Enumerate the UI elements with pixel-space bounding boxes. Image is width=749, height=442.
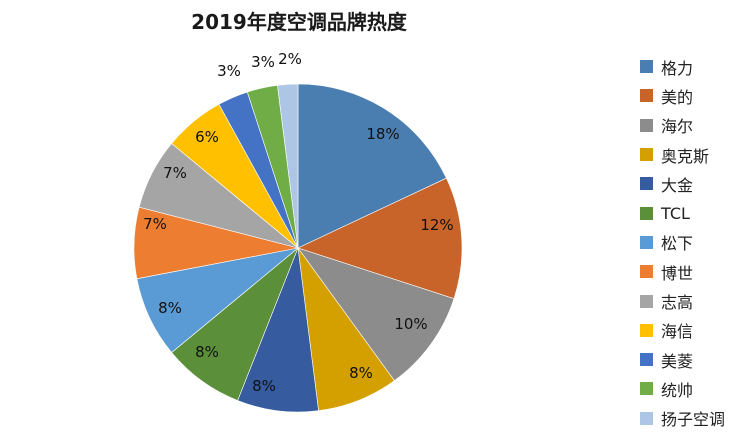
legend-item: 统帅 xyxy=(640,374,725,403)
slice-label: 6% xyxy=(195,128,219,146)
legend-swatch-icon xyxy=(640,89,653,103)
legend-swatch-icon xyxy=(640,382,653,396)
legend-label: 奥克斯 xyxy=(661,146,710,166)
legend-label: TCL xyxy=(661,203,690,223)
slice-label: 12% xyxy=(420,216,453,234)
legend-label: 松下 xyxy=(661,234,694,254)
slice-label: 8% xyxy=(195,343,219,361)
legend-swatch-icon xyxy=(640,353,653,367)
slice-label: 3% xyxy=(217,62,241,80)
legend-swatch-icon xyxy=(640,118,653,132)
slice-label: 7% xyxy=(143,215,167,233)
legend-label: 扬子空调 xyxy=(661,410,726,430)
legend-item: 志高 xyxy=(640,286,725,315)
legend-item: 美菱 xyxy=(640,345,725,374)
legend-item: 博世 xyxy=(640,257,725,286)
pie-slice-扬子空调 xyxy=(277,83,299,249)
legend-swatch-icon xyxy=(640,411,653,425)
slice-label: 8% xyxy=(252,377,276,395)
legend-item: 奥克斯 xyxy=(640,140,725,169)
legend-label: 博世 xyxy=(661,263,694,283)
legend-swatch-icon xyxy=(640,235,653,249)
legend-label: 海尔 xyxy=(661,117,694,137)
legend-label: 海信 xyxy=(661,322,694,342)
pie-slices xyxy=(133,83,463,413)
legend-label: 美的 xyxy=(661,87,694,107)
slice-label: 7% xyxy=(163,164,187,182)
pie-slice-美的 xyxy=(297,177,463,300)
legend-swatch-icon xyxy=(640,294,653,308)
slice-label: 10% xyxy=(394,315,427,333)
legend-label: 格力 xyxy=(661,58,694,78)
legend-item: 松下 xyxy=(640,228,725,257)
legend-swatch-icon xyxy=(640,148,653,162)
legend-swatch-icon xyxy=(640,323,653,337)
legend-item: TCL xyxy=(640,198,725,227)
legend-swatch-icon xyxy=(640,206,653,220)
pie-slice-格力 xyxy=(297,83,447,249)
legend-label: 美菱 xyxy=(661,351,694,371)
legend-item: 大金 xyxy=(640,169,725,198)
legend-swatch-icon xyxy=(640,265,653,279)
slice-label: 8% xyxy=(349,364,373,382)
legend-swatch-icon xyxy=(640,177,653,191)
legend-label: 大金 xyxy=(661,175,694,195)
legend-label: 统帅 xyxy=(661,380,694,400)
legend-item: 扬子空调 xyxy=(640,404,725,433)
pie-slice-海尔 xyxy=(297,247,455,382)
legend-item: 格力 xyxy=(640,52,725,81)
pie-labels: 18%12%10%8%8%8%8%7%7%6%3% 3% 2% xyxy=(143,50,454,395)
slice-label: 8% xyxy=(158,299,182,317)
legend-swatch-icon xyxy=(640,60,653,74)
chart-title: 2019年度空调品牌热度 xyxy=(191,10,407,34)
legend: 格力美的海尔奥克斯大金 TCL 松下博世志高海信美菱统帅扬子空调 xyxy=(640,52,725,433)
legend-item: 美的 xyxy=(640,81,725,110)
slice-label: 2% xyxy=(278,50,302,68)
slice-label: 3% xyxy=(251,53,275,71)
legend-label: 志高 xyxy=(661,293,694,313)
slice-label: 18% xyxy=(366,125,399,143)
legend-item: 海信 xyxy=(640,316,725,345)
legend-item: 海尔 xyxy=(640,111,725,140)
